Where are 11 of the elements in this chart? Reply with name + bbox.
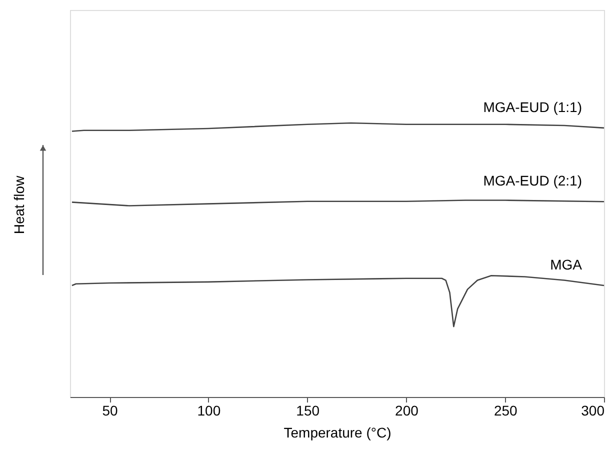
y-axis-title: Heat flow	[11, 174, 27, 234]
x-tick-label: 50	[102, 402, 118, 418]
x-tick-label: 250	[494, 402, 518, 418]
x-tick-label: 200	[395, 402, 419, 418]
x-tick-label: 300	[581, 402, 605, 418]
series-label: MGA-EUD (1:1)	[483, 98, 582, 115]
x-axis-title: Temperature (°C)	[284, 424, 392, 440]
series-label: MGA	[550, 256, 583, 272]
x-tick-label: 150	[296, 402, 320, 418]
x-tick-label: 100	[197, 402, 221, 418]
series-label: MGA-EUD (2:1)	[483, 172, 582, 189]
